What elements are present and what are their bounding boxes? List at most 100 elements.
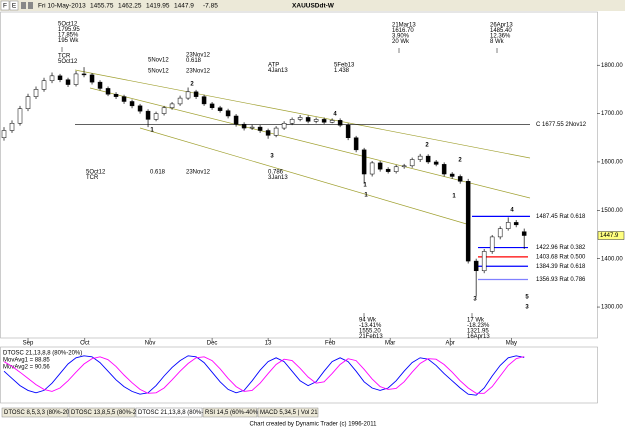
candle-body	[369, 162, 375, 175]
tab-label[interactable]: DTOSC 8,5,3,3 (80%-20%)	[4, 410, 77, 416]
candle-body	[153, 113, 159, 120]
candle-body	[417, 155, 423, 160]
annotation: 20 Wk	[392, 39, 410, 45]
annotation: 23Nov12	[186, 53, 211, 59]
wave-label: 2	[458, 158, 462, 164]
annotation: TCR	[58, 54, 71, 60]
marker-box[interactable]	[9, 0, 19, 11]
tab-label[interactable]: DTOSC 13,8,5,5 (80%-20%)	[71, 410, 147, 416]
candle-body	[169, 103, 175, 109]
annotation: 1555.20	[359, 329, 381, 335]
candle-body	[17, 108, 23, 124]
candle-body	[273, 127, 279, 136]
candle-body	[201, 96, 207, 105]
annotation: 21Feb13	[359, 334, 383, 340]
candle-body	[345, 124, 351, 139]
icon[interactable]	[28, 2, 33, 9]
candle-body	[145, 110, 151, 120]
wave-label: 2	[190, 82, 194, 88]
candle-body	[257, 126, 263, 131]
wave-label: 1	[452, 194, 456, 200]
wave-label: 3	[525, 305, 529, 311]
channel-lines	[74, 69, 531, 226]
marker[interactable]: E	[12, 3, 17, 10]
y-tick-label: 1400.00	[601, 256, 623, 262]
annotation: -13.41%	[359, 323, 382, 329]
tab-label[interactable]: RSI 14,5 (60%-40%)	[205, 410, 260, 416]
level-label: 1487.45 Rat 0.618	[536, 214, 586, 220]
candle-body	[161, 107, 167, 114]
annotation: 12.36%	[490, 34, 511, 40]
candle-body	[25, 96, 31, 109]
candle-body	[329, 120, 335, 123]
annotation: 195 Wk	[58, 38, 79, 44]
candle-body	[57, 75, 63, 80]
annotation: 1.438	[334, 68, 350, 74]
wave-label: 1	[363, 183, 367, 189]
level-label: 1403.68 Rat 0.500	[536, 254, 586, 260]
candle-body	[41, 80, 47, 90]
candle-body	[73, 73, 79, 85]
candle-body	[9, 122, 15, 131]
y-tick-label: 1500.00	[601, 208, 623, 214]
annotation: 17.85%	[58, 33, 79, 39]
annotation: 5Nov12	[148, 58, 169, 64]
candle-body	[473, 260, 479, 272]
tab[interactable]	[68, 407, 136, 418]
oscillator-panel	[0, 346, 598, 404]
chart-title: XAUUSDdt-W	[292, 3, 335, 10]
candle-body	[337, 120, 343, 126]
candle-body	[113, 93, 119, 97]
annotation: 0.618	[186, 58, 202, 64]
x-tick-label: Apr	[445, 341, 454, 347]
annotation: 94 Wk	[359, 318, 377, 324]
candle-body	[97, 81, 103, 89]
oscillator-line	[3, 356, 525, 394]
annotation: ATP	[268, 63, 279, 69]
x-tick-label: Sep	[23, 341, 34, 347]
y-tick-label: 1600.00	[601, 160, 623, 166]
candle-body	[193, 91, 199, 97]
annotation: 0.786	[268, 170, 284, 176]
oscillator-title: DTOSC 21,13,8,8 (80%-20%)	[3, 351, 82, 357]
marker-box[interactable]	[0, 0, 10, 11]
level-label: C 1677.55 2Nov12	[536, 122, 587, 128]
wave-label: 4	[333, 112, 337, 118]
annotation: 1795.95	[58, 27, 80, 33]
candle-body	[33, 89, 39, 97]
annotation: 1485.40	[490, 28, 512, 34]
candle-body	[313, 119, 319, 122]
x-tick-label: Dec	[207, 341, 218, 347]
wave-label: 1	[364, 193, 368, 199]
wave-label: 1	[150, 128, 154, 134]
candle-body	[449, 173, 455, 177]
tab-label[interactable]: MACD 5,34,5 | Vol 21	[260, 410, 318, 416]
x-tick-label: Mar	[385, 341, 395, 347]
tab[interactable]	[1, 407, 69, 418]
tab[interactable]	[202, 407, 258, 418]
candle-body	[505, 222, 511, 229]
candle-body	[1, 130, 7, 139]
candle-body	[209, 103, 215, 109]
annotation: 5Oct12	[86, 170, 106, 176]
wave-label: 5	[525, 295, 529, 301]
annotation: 3.90%	[392, 34, 410, 40]
marker[interactable]: F	[3, 3, 7, 10]
legend-entry: MovAvg2 = 90.56	[3, 365, 50, 371]
candle-body	[265, 130, 271, 136]
tab[interactable]	[257, 407, 319, 418]
wave-label: 3	[270, 154, 274, 160]
icon[interactable]	[21, 2, 26, 9]
candle-body	[321, 119, 327, 123]
toolbar-bg	[0, 0, 625, 11]
candle-body	[409, 159, 415, 167]
annotation: 21Mar13	[392, 23, 416, 29]
last-price-box	[597, 231, 625, 240]
tab-label[interactable]: DTOSC 21,13,8,8 (80%-20%)	[138, 410, 217, 416]
level-label: 1356.93 Rat 0.786	[536, 277, 586, 283]
wave-label: 3	[473, 297, 477, 303]
level-label: 1422.96 Rat 0.382	[536, 245, 586, 251]
level-label: 1384.39 Rat 0.618	[536, 264, 586, 270]
tab[interactable]	[135, 407, 203, 418]
